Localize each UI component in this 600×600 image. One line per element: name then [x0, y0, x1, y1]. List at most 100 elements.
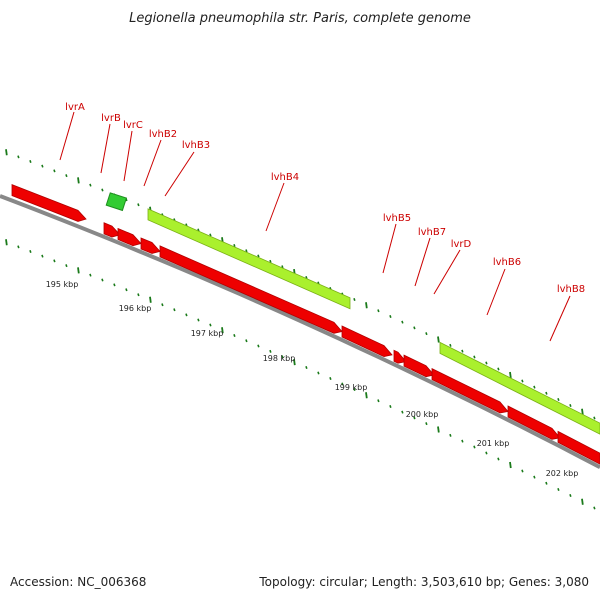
scale-label-195: 195 kbp — [46, 280, 79, 289]
inner-tick — [545, 481, 548, 485]
inner-tick — [425, 422, 428, 426]
outer-tick — [233, 243, 236, 247]
inner-tick — [449, 433, 452, 437]
gene-arrow — [507, 405, 561, 440]
outer-tick — [413, 326, 416, 330]
inner-tick — [209, 323, 212, 327]
inner-tick — [113, 283, 116, 287]
outer-tick — [437, 336, 440, 343]
gene-arrow — [117, 227, 142, 247]
inner-tick — [569, 494, 572, 498]
inner-tick — [281, 355, 284, 359]
accession-text: Accession: NC_006368 — [10, 575, 146, 589]
gene-arrow — [393, 349, 407, 364]
outer-tick — [281, 265, 284, 269]
inner-tick — [293, 358, 296, 366]
inner-tick — [509, 461, 512, 469]
outer-tick — [269, 259, 272, 263]
outer-tick — [497, 367, 500, 371]
inner-tick — [593, 506, 596, 510]
outer-tick — [365, 302, 368, 309]
leader-lvhB3 — [164, 151, 195, 197]
gene-arrow — [11, 184, 87, 222]
inner-tick — [5, 239, 8, 246]
gene-label-lvhB7: lvhB7 — [418, 227, 446, 238]
inner-tick — [245, 339, 248, 343]
outer-tick — [389, 314, 392, 318]
inner-tick — [53, 259, 56, 263]
outer-tick — [137, 203, 140, 207]
scale-label-201: 201 kbp — [477, 439, 510, 448]
leader-lvhB2 — [143, 139, 162, 187]
inner-tick — [317, 371, 320, 375]
inner-tick — [89, 273, 92, 277]
outer-tick — [545, 391, 548, 395]
inner-tick — [125, 288, 128, 292]
outer-tick — [77, 177, 80, 184]
inner-tick — [377, 399, 380, 403]
gene-label-lvrB: lvrB — [101, 113, 121, 124]
inner-tick — [221, 327, 224, 334]
backbone-line — [0, 194, 600, 469]
inner-tick — [401, 410, 404, 414]
inner-tick — [533, 475, 536, 479]
inner-tick — [65, 264, 68, 268]
gene-label-lvhB3: lvhB3 — [182, 140, 210, 151]
gene-labels: lvrA lvrB lvrC lvhB2 lvhB3 lvhB4 lvhB5 l… — [59, 102, 585, 342]
cds-bar — [147, 208, 351, 310]
inner-tick — [233, 333, 236, 337]
outer-tick — [449, 343, 452, 347]
inner-tick — [149, 296, 152, 303]
gene-arrow — [103, 222, 121, 238]
outer-tick — [401, 320, 404, 324]
inner-tick — [473, 445, 476, 449]
feature-track — [11, 184, 600, 465]
leader-lvrB — [100, 123, 111, 174]
gene-label-lvrD: lvrD — [451, 239, 472, 250]
scale-label-199: 199 kbp — [335, 383, 368, 392]
outer-tick — [209, 233, 212, 237]
cds-bar — [439, 341, 600, 435]
inner-tick — [41, 254, 44, 258]
outer-tick — [41, 164, 44, 168]
outer-tick — [101, 188, 104, 192]
scale-label-197: 197 kbp — [191, 329, 224, 338]
map-title: Legionella pneumophila str. Paris, compl… — [129, 11, 471, 26]
gene-label-lvhB5: lvhB5 — [383, 213, 411, 224]
inner-tick — [341, 382, 344, 386]
outer-tick — [425, 332, 428, 336]
tick-marks — [5, 149, 596, 510]
inner-tick — [197, 318, 200, 322]
outer-tick — [509, 371, 512, 379]
inner-tick — [185, 313, 188, 317]
inner-tick — [101, 278, 104, 282]
outer-tick — [569, 404, 572, 408]
inner-tick — [521, 469, 524, 473]
inner-tick — [389, 404, 392, 408]
gene-label-lvrA: lvrA — [65, 102, 85, 113]
gene-arrow — [140, 237, 161, 254]
leader-lvrA — [59, 111, 75, 161]
small-gene-marker — [105, 192, 128, 212]
gene-arrow — [557, 430, 600, 465]
scale-labels: 195 kbp 196 kbp 197 kbp 198 kbp 199 kbp … — [46, 280, 579, 478]
leader-lvrC — [123, 130, 133, 182]
scale-label-202: 202 kbp — [546, 469, 579, 478]
leader-lvhB4 — [265, 182, 285, 232]
leader-lvrD — [433, 249, 461, 295]
inner-tick — [137, 293, 140, 297]
gene-label-lvhB2: lvhB2 — [149, 129, 177, 140]
gene-arrow — [341, 325, 393, 358]
scale-label-200: 200 kbp — [406, 410, 439, 419]
outer-tick — [257, 254, 260, 258]
outer-tick — [557, 397, 560, 401]
outer-tick — [473, 355, 476, 359]
genome-backbone — [0, 194, 600, 469]
gene-label-lvhB8: lvhB8 — [557, 284, 585, 295]
inner-tick — [161, 303, 164, 307]
inner-tick — [329, 376, 332, 380]
inner-tick — [77, 267, 80, 274]
leader-lvhB6 — [486, 268, 506, 316]
outer-tick — [53, 169, 56, 173]
